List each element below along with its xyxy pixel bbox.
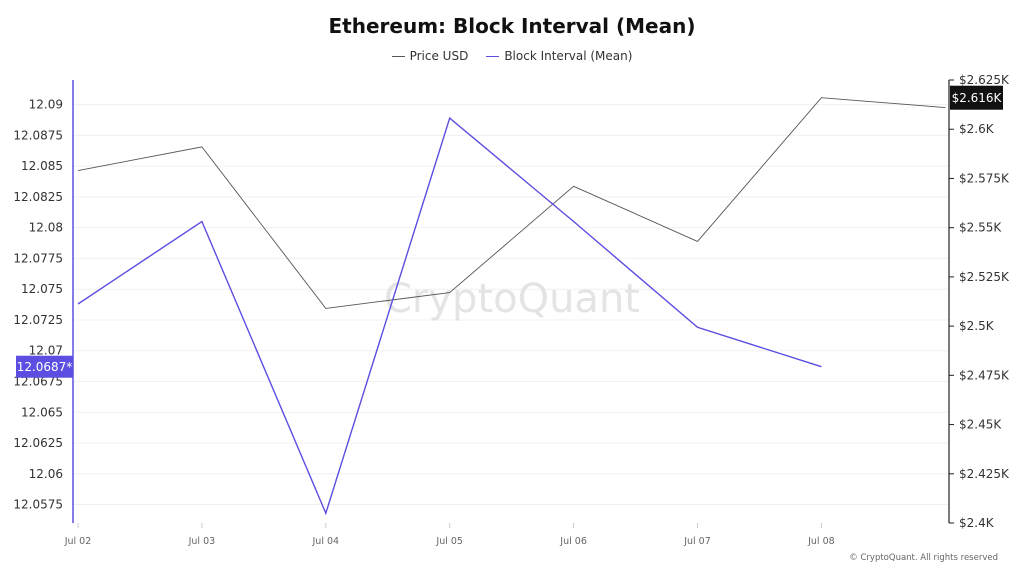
right-tick-label: $2.45K — [959, 418, 1002, 432]
left-tick-label: 12.065 — [21, 405, 63, 419]
x-tick-label: Jul 04 — [312, 536, 340, 547]
left-tick-label: 12.06 — [29, 467, 63, 481]
left-tick-label: 12.08 — [29, 221, 63, 235]
legend-item-block-interval[interactable]: Block Interval (Mean) — [486, 49, 632, 63]
legend-swatch-block-interval — [486, 55, 500, 57]
left-tick-label: 12.0625 — [13, 436, 63, 450]
left-tick-label: 12.0875 — [13, 128, 63, 142]
right-tick-label: $2.625K — [959, 73, 1010, 87]
right-tick-label: $2.525K — [959, 270, 1010, 284]
x-tick-label: Jul 06 — [559, 536, 587, 547]
x-tick-label: Jul 05 — [435, 536, 463, 547]
legend-label-price: Price USD — [409, 49, 469, 63]
left-tick-label: 12.0725 — [13, 313, 63, 327]
right-tick-label: $2.55K — [959, 221, 1002, 235]
left-tick-label: 12.09 — [29, 98, 63, 112]
right-tick-label: $2.425K — [959, 467, 1010, 481]
chart-title: Ethereum: Block Interval (Mean) — [328, 14, 696, 38]
legend-label-block-interval: Block Interval (Mean) — [504, 49, 633, 63]
left-tick-label: 12.0675 — [13, 374, 63, 388]
legend-swatch-price — [391, 55, 405, 57]
right-tick-label: $2.5K — [959, 319, 995, 333]
x-tick-label: Jul 07 — [683, 536, 711, 547]
left-tick-label: 12.075 — [21, 282, 63, 296]
left-current-value-badge — [16, 355, 73, 378]
left-tick-label: 12.0575 — [13, 498, 63, 512]
left-tick-label: 12.085 — [21, 159, 63, 173]
left-current-value-label: 12.0687* — [17, 360, 73, 374]
x-tick-label: Jul 02 — [64, 536, 92, 547]
series-line-block-interval — [77, 116, 822, 516]
legend: Price USD Block Interval (Mean) — [0, 49, 1024, 63]
x-tick-label: Jul 08 — [807, 536, 835, 547]
left-tick-label: 12.07 — [29, 344, 63, 358]
x-tick-label: Jul 03 — [188, 536, 216, 547]
right-tick-label: $2.6K — [959, 122, 995, 136]
left-tick-label: 12.0825 — [13, 190, 63, 204]
copyright-notice: © CryptoQuant. All rights reserved — [849, 553, 998, 563]
right-tick-label: $2.575K — [959, 171, 1010, 185]
right-tick-label: $2.4K — [959, 516, 995, 530]
watermark: CryptoQuant — [384, 276, 640, 322]
left-tick-label: 12.0775 — [13, 251, 63, 265]
right-tick-label: $2.475K — [959, 368, 1010, 382]
right-current-value-badge — [950, 85, 1003, 110]
legend-item-price[interactable]: Price USD — [391, 49, 469, 63]
series-line-price — [77, 97, 946, 309]
right-current-value-label: $2.616K — [952, 91, 1003, 105]
